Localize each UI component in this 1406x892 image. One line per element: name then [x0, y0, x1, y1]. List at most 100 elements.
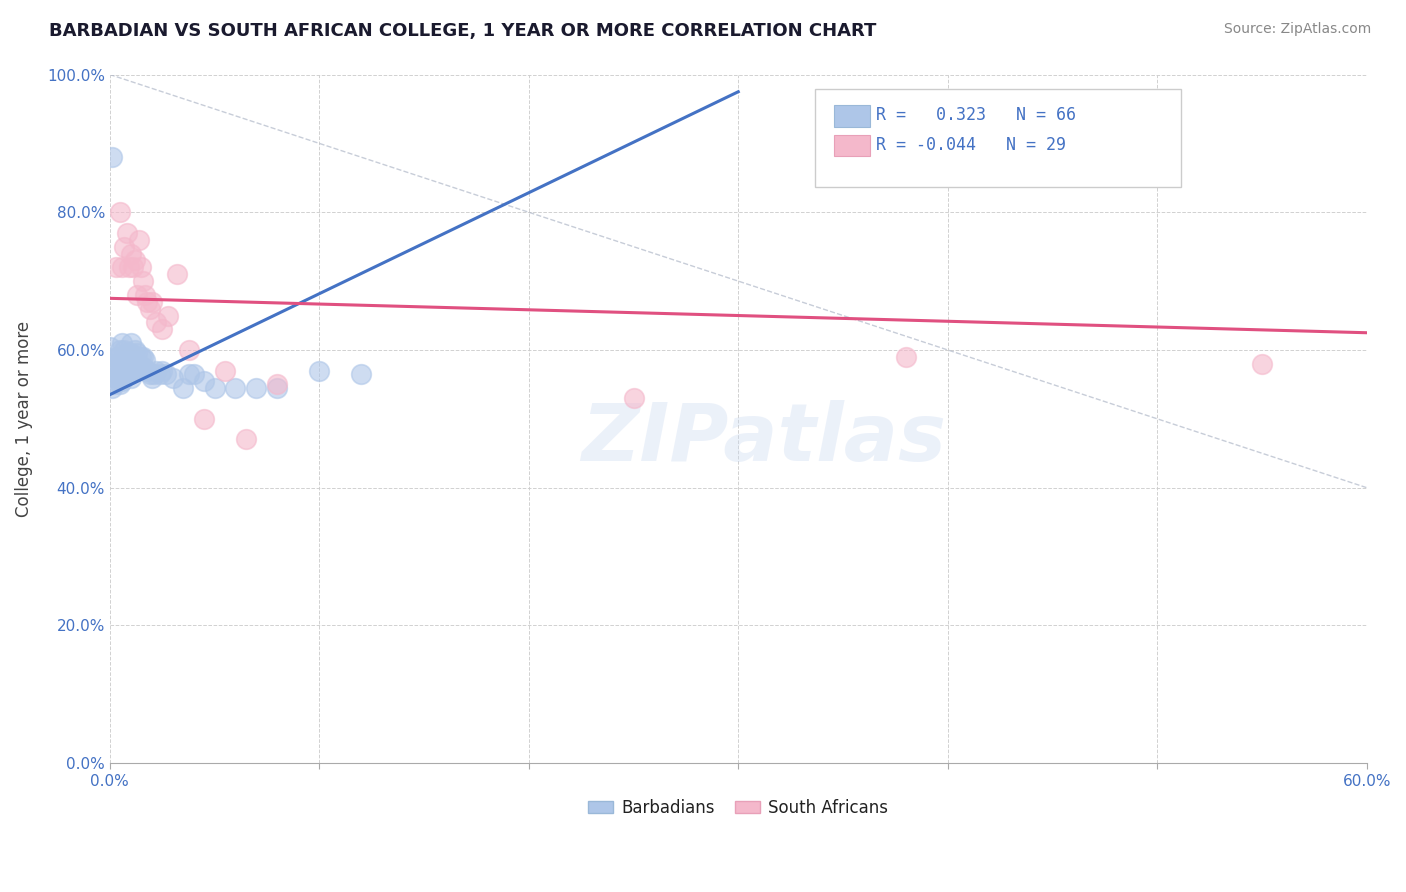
Point [98, 339, 121, 353]
Point [121, 260, 143, 275]
Point [117, 346, 139, 360]
Point [124, 363, 146, 377]
Point [125, 346, 148, 360]
Point [204, 381, 226, 395]
Point [132, 274, 155, 288]
Point [138, 301, 160, 316]
Point [120, 360, 142, 375]
Point [141, 370, 163, 384]
Point [111, 374, 134, 388]
Point [105, 260, 128, 275]
Legend: Barbadians, South Africans: Barbadians, South Africans [582, 792, 896, 823]
Point [103, 357, 125, 371]
Point [110, 343, 132, 357]
Text: BARBADIAN VS SOUTH AFRICAN COLLEGE, 1 YEAR OR MORE CORRELATION CHART: BARBADIAN VS SOUTH AFRICAN COLLEGE, 1 YE… [49, 22, 876, 40]
Point [125, 360, 148, 375]
Point [235, 433, 257, 447]
Point [193, 412, 215, 426]
Point [101, 360, 124, 375]
Point [110, 377, 132, 392]
Point [117, 367, 139, 381]
Point [117, 357, 139, 371]
Point [155, 367, 177, 381]
Point [136, 294, 159, 309]
Point [179, 343, 201, 357]
Point [115, 346, 138, 360]
Point [138, 367, 160, 381]
Point [117, 260, 139, 275]
Point [112, 360, 135, 375]
Point [224, 381, 246, 395]
Point [136, 363, 159, 377]
Text: ZIPatlas: ZIPatlas [581, 401, 946, 478]
Point [141, 294, 163, 309]
Point [894, 350, 917, 364]
Point [125, 288, 148, 302]
Point [115, 226, 138, 240]
Point [134, 353, 156, 368]
Point [166, 267, 188, 281]
Point [120, 353, 142, 368]
Point [105, 350, 128, 364]
Point [129, 360, 152, 375]
Text: R = -0.044   N = 29: R = -0.044 N = 29 [876, 136, 1066, 153]
Point [115, 353, 138, 368]
Point [124, 343, 146, 357]
Point [112, 343, 135, 357]
Point [120, 336, 142, 351]
Point [145, 315, 167, 329]
Point [150, 363, 173, 377]
Point [1251, 357, 1274, 371]
Point [120, 346, 142, 360]
Point [111, 353, 134, 368]
Point [110, 205, 132, 219]
Point [132, 360, 155, 375]
Point [111, 363, 134, 377]
Point [129, 260, 152, 275]
Point [128, 233, 150, 247]
Point [121, 350, 143, 364]
Point [115, 367, 138, 381]
Point [121, 363, 143, 377]
Point [183, 367, 205, 381]
Point [150, 322, 173, 336]
Point [193, 374, 215, 388]
Text: R =   0.323   N = 66: R = 0.323 N = 66 [876, 106, 1076, 124]
Point [134, 288, 156, 302]
Point [172, 381, 194, 395]
Text: Source: ZipAtlas.com: Source: ZipAtlas.com [1223, 22, 1371, 37]
Point [111, 336, 134, 351]
Point [350, 367, 373, 381]
Point [112, 350, 135, 364]
Point [107, 367, 129, 381]
Point [112, 240, 135, 254]
Point [120, 370, 142, 384]
Point [266, 381, 288, 395]
Point [266, 377, 288, 392]
Point [623, 391, 645, 405]
Point [115, 360, 138, 375]
Point [110, 367, 132, 381]
Point [157, 309, 180, 323]
Point [124, 253, 146, 268]
Point [103, 377, 125, 392]
Point [149, 367, 172, 381]
Point [142, 367, 165, 381]
Point [214, 363, 236, 377]
Point [245, 381, 267, 395]
Point [112, 370, 135, 384]
Point [132, 350, 155, 364]
Point [129, 350, 152, 364]
Point [308, 363, 330, 377]
Point [105, 370, 128, 384]
Point [101, 381, 124, 395]
Point [124, 353, 146, 368]
Point [111, 260, 134, 275]
Point [120, 246, 142, 260]
Point [101, 150, 124, 164]
Point [110, 360, 132, 375]
Point [145, 363, 167, 377]
Y-axis label: College, 1 year or more: College, 1 year or more [15, 321, 32, 516]
Point [128, 357, 150, 371]
Point [107, 350, 129, 364]
